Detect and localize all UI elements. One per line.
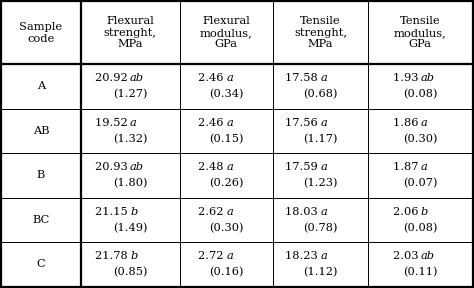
Text: Flexural
strenght,
MPa: Flexural strenght, MPa (103, 16, 156, 49)
Text: (0.08): (0.08) (403, 223, 438, 233)
Text: 2.62: 2.62 (199, 207, 226, 217)
Text: (1.27): (1.27) (113, 89, 147, 100)
Text: a: a (320, 118, 327, 128)
Text: (1.49): (1.49) (113, 223, 147, 233)
Text: (0.08): (0.08) (403, 89, 438, 100)
Text: BC: BC (32, 215, 50, 225)
Text: 2.03: 2.03 (392, 251, 420, 261)
Text: a: a (320, 207, 327, 217)
Text: 18.23: 18.23 (285, 251, 320, 261)
Text: (0.26): (0.26) (209, 178, 244, 189)
Text: b: b (420, 207, 428, 217)
Text: C: C (36, 259, 46, 269)
Text: a: a (226, 251, 233, 261)
Text: (0.34): (0.34) (209, 89, 244, 100)
Text: 1.93: 1.93 (392, 73, 420, 84)
Text: ab: ab (130, 73, 144, 84)
Text: 17.56: 17.56 (285, 118, 320, 128)
Text: AB: AB (33, 126, 49, 136)
Text: 20.93: 20.93 (95, 162, 130, 172)
Text: A: A (37, 82, 45, 91)
Text: (0.16): (0.16) (209, 267, 244, 278)
Text: (0.30): (0.30) (209, 223, 244, 233)
Text: 19.52: 19.52 (95, 118, 130, 128)
Text: a: a (226, 162, 233, 172)
Text: a: a (320, 251, 327, 261)
Text: (0.07): (0.07) (403, 178, 438, 189)
Text: (0.30): (0.30) (403, 134, 438, 144)
Text: 21.78: 21.78 (95, 251, 130, 261)
Text: a: a (226, 118, 233, 128)
Text: 2.48: 2.48 (199, 162, 226, 172)
Text: (0.78): (0.78) (303, 223, 337, 233)
Text: 20.92: 20.92 (95, 73, 130, 84)
Text: 1.87: 1.87 (392, 162, 420, 172)
Text: (1.23): (1.23) (303, 178, 337, 189)
Text: 2.46: 2.46 (199, 118, 226, 128)
Text: ab: ab (420, 73, 434, 84)
Text: 2.72: 2.72 (199, 251, 226, 261)
Text: (1.32): (1.32) (113, 134, 147, 144)
Text: Flexural
modulus,
GPa: Flexural modulus, GPa (200, 16, 253, 49)
Text: (1.12): (1.12) (303, 267, 337, 278)
Text: b: b (130, 207, 137, 217)
Text: ab: ab (420, 251, 434, 261)
Text: ab: ab (130, 162, 144, 172)
Text: b: b (130, 251, 137, 261)
Text: 2.46: 2.46 (199, 73, 226, 84)
Text: a: a (320, 162, 327, 172)
Text: (0.11): (0.11) (403, 267, 438, 278)
Text: 17.59: 17.59 (285, 162, 320, 172)
Text: 1.86: 1.86 (392, 118, 420, 128)
Text: B: B (37, 170, 45, 180)
Text: a: a (226, 207, 233, 217)
Text: a: a (320, 73, 327, 84)
Text: (0.85): (0.85) (113, 267, 147, 278)
Text: 18.03: 18.03 (285, 207, 320, 217)
Text: (1.80): (1.80) (113, 178, 147, 189)
Text: a: a (130, 118, 137, 128)
Text: (0.15): (0.15) (209, 134, 244, 144)
Text: Tensile
strenght,
MPa: Tensile strenght, MPa (294, 16, 347, 49)
Text: (0.68): (0.68) (303, 89, 337, 100)
Text: Sample
code: Sample code (19, 22, 63, 43)
Text: a: a (420, 118, 427, 128)
Text: 17.58: 17.58 (285, 73, 320, 84)
Text: a: a (226, 73, 233, 84)
Text: Tensile
modulus,
GPa: Tensile modulus, GPa (394, 16, 447, 49)
Text: (1.17): (1.17) (303, 134, 337, 144)
Text: a: a (420, 162, 427, 172)
Text: 2.06: 2.06 (392, 207, 420, 217)
Text: 21.15: 21.15 (95, 207, 130, 217)
